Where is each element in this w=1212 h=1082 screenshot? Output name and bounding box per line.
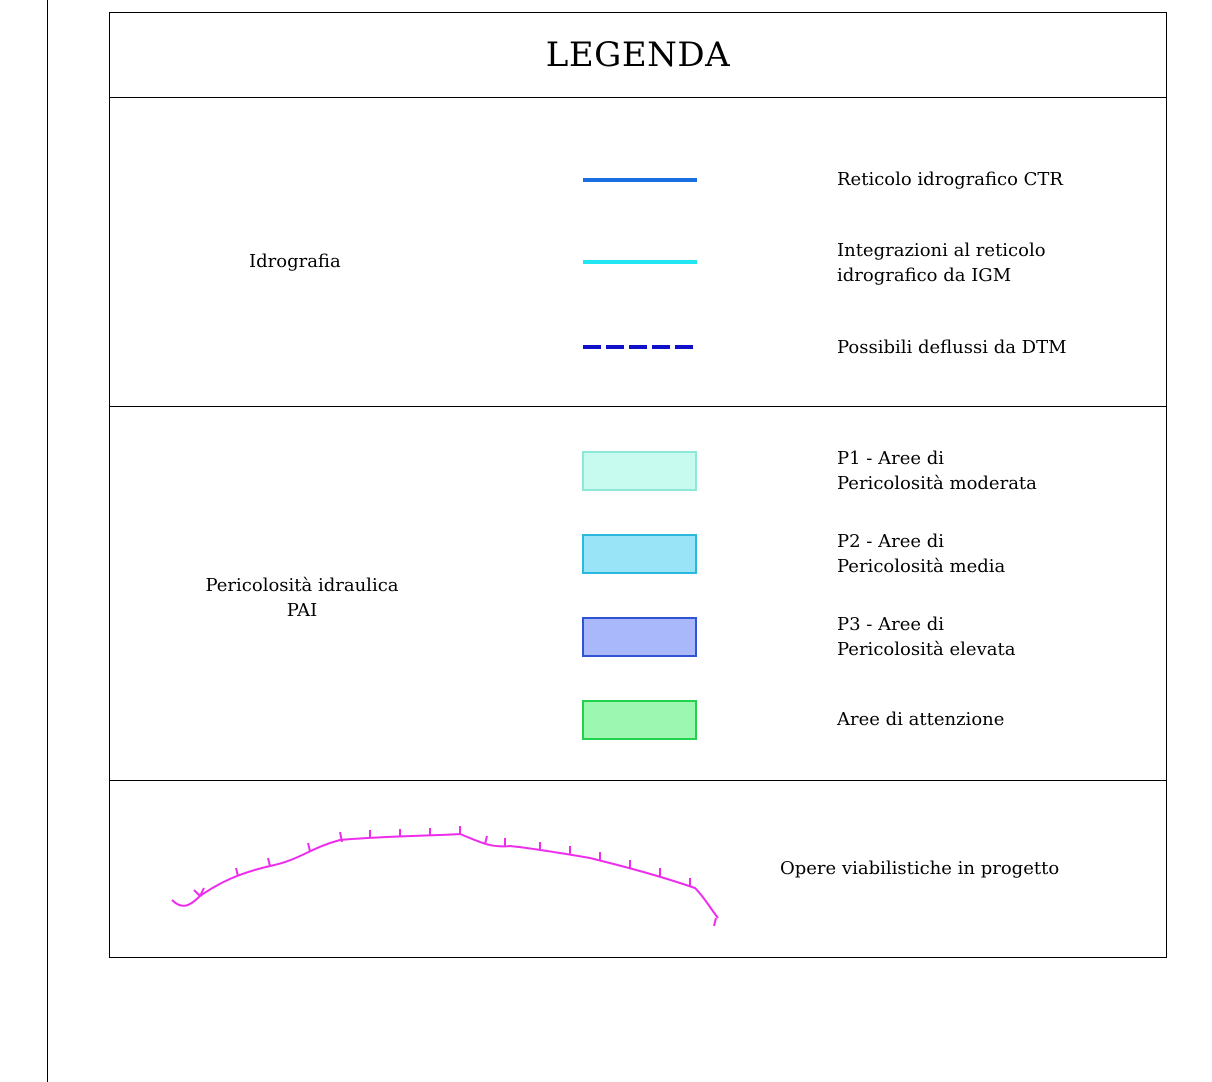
label-p2: P2 - Aree di Pericolosità media [837,531,1006,577]
label-deflussi-dtm: Possibili deflussi da DTM [837,337,1067,358]
solid-line-symbol-ctr [583,178,697,182]
section-label-idrografia: Idrografia [249,251,341,272]
label-integrazioni-igm: Integrazioni al reticolo idrografico da … [837,240,1046,286]
divider-title [110,97,1166,98]
swatch-aree-attenzione [582,700,697,740]
label-opere-viabilistiche: Opere viabilistiche in progetto [780,858,1060,879]
legend-box: LEGENDA Idrografia Reticolo idrografico … [109,12,1167,958]
page-frame-line [47,0,48,1082]
swatch-p1 [582,451,697,491]
divider-idrografia [110,406,1166,407]
label-aree-attenzione: Aree di attenzione [837,709,1005,730]
label-reticolo-ctr: Reticolo idrografico CTR [837,169,1063,190]
swatch-p2 [582,534,697,574]
divider-pericolosita [110,780,1166,781]
legend-title: LEGENDA [545,35,731,75]
dashed-line-symbol-dtm [583,345,697,349]
solid-line-symbol-igm [583,260,697,264]
road-path-group [171,826,719,927]
section-label-pericolosita: Pericolosità idraulica PAI [205,575,399,621]
swatch-p3 [582,617,697,657]
road-line-symbol [171,826,719,927]
label-p1: P1 - Aree di Pericolosità moderata [837,448,1037,494]
label-p3: P3 - Aree di Pericolosità elevata [837,614,1016,660]
